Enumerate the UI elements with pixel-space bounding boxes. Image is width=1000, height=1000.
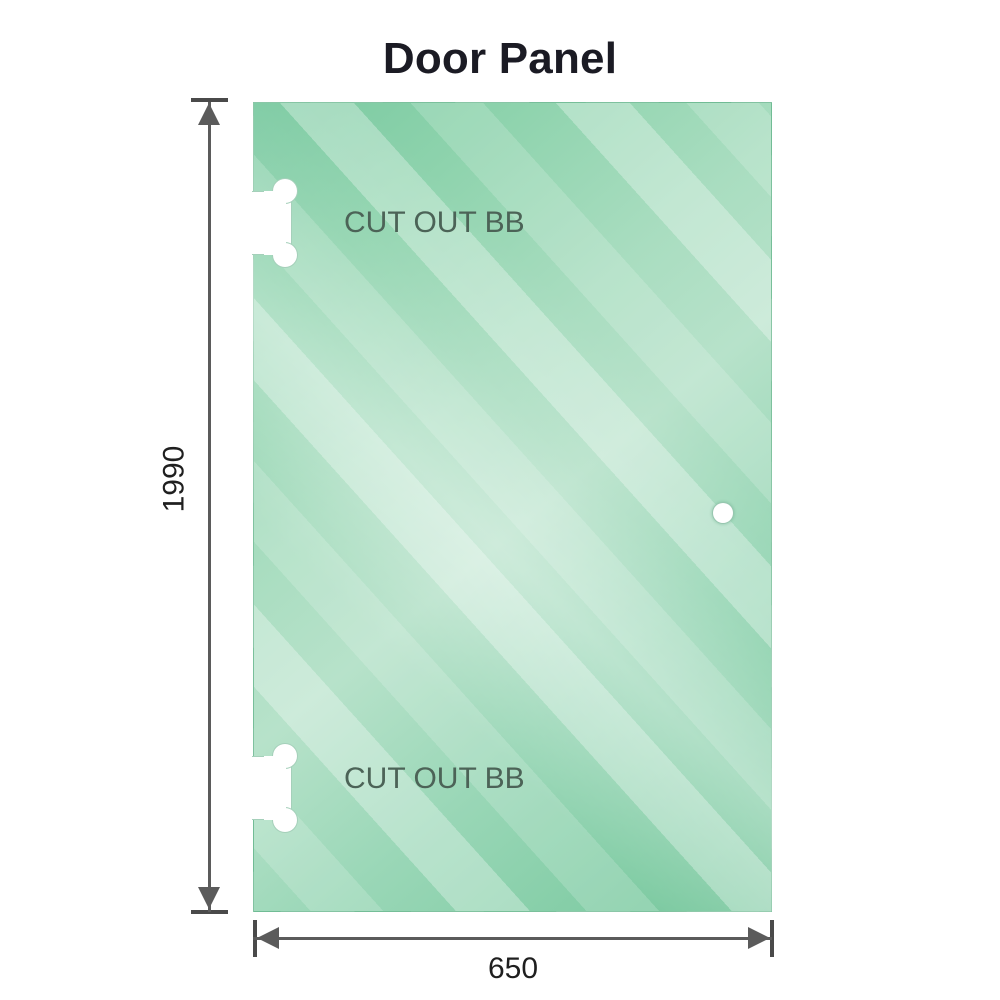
cutout-label-top: CUT OUT BB — [344, 206, 525, 239]
width-dimension-line — [253, 937, 772, 940]
height-dimension-label: 1990 — [157, 445, 191, 513]
height-arrow-up-icon — [198, 103, 220, 125]
height-extension-line-bottom — [191, 910, 228, 914]
width-arrow-left-icon — [257, 927, 279, 949]
handle-hole — [712, 502, 734, 524]
height-dimension-line — [208, 102, 211, 912]
width-extension-line-right — [770, 920, 774, 957]
cutout-label-bottom: CUT OUT BB — [344, 762, 525, 795]
cutout-notch-bottom — [252, 743, 298, 833]
cutout-seam — [264, 756, 286, 820]
cutout-notch-top — [252, 178, 298, 268]
height-arrow-down-icon — [198, 887, 220, 909]
cutout-seam — [264, 191, 286, 255]
page-title: Door Panel — [382, 34, 618, 83]
width-dimension-label: 650 — [487, 952, 539, 985]
panel-glass-surface — [253, 102, 772, 912]
height-extension-line-top — [191, 98, 228, 102]
width-arrow-right-icon — [748, 927, 770, 949]
